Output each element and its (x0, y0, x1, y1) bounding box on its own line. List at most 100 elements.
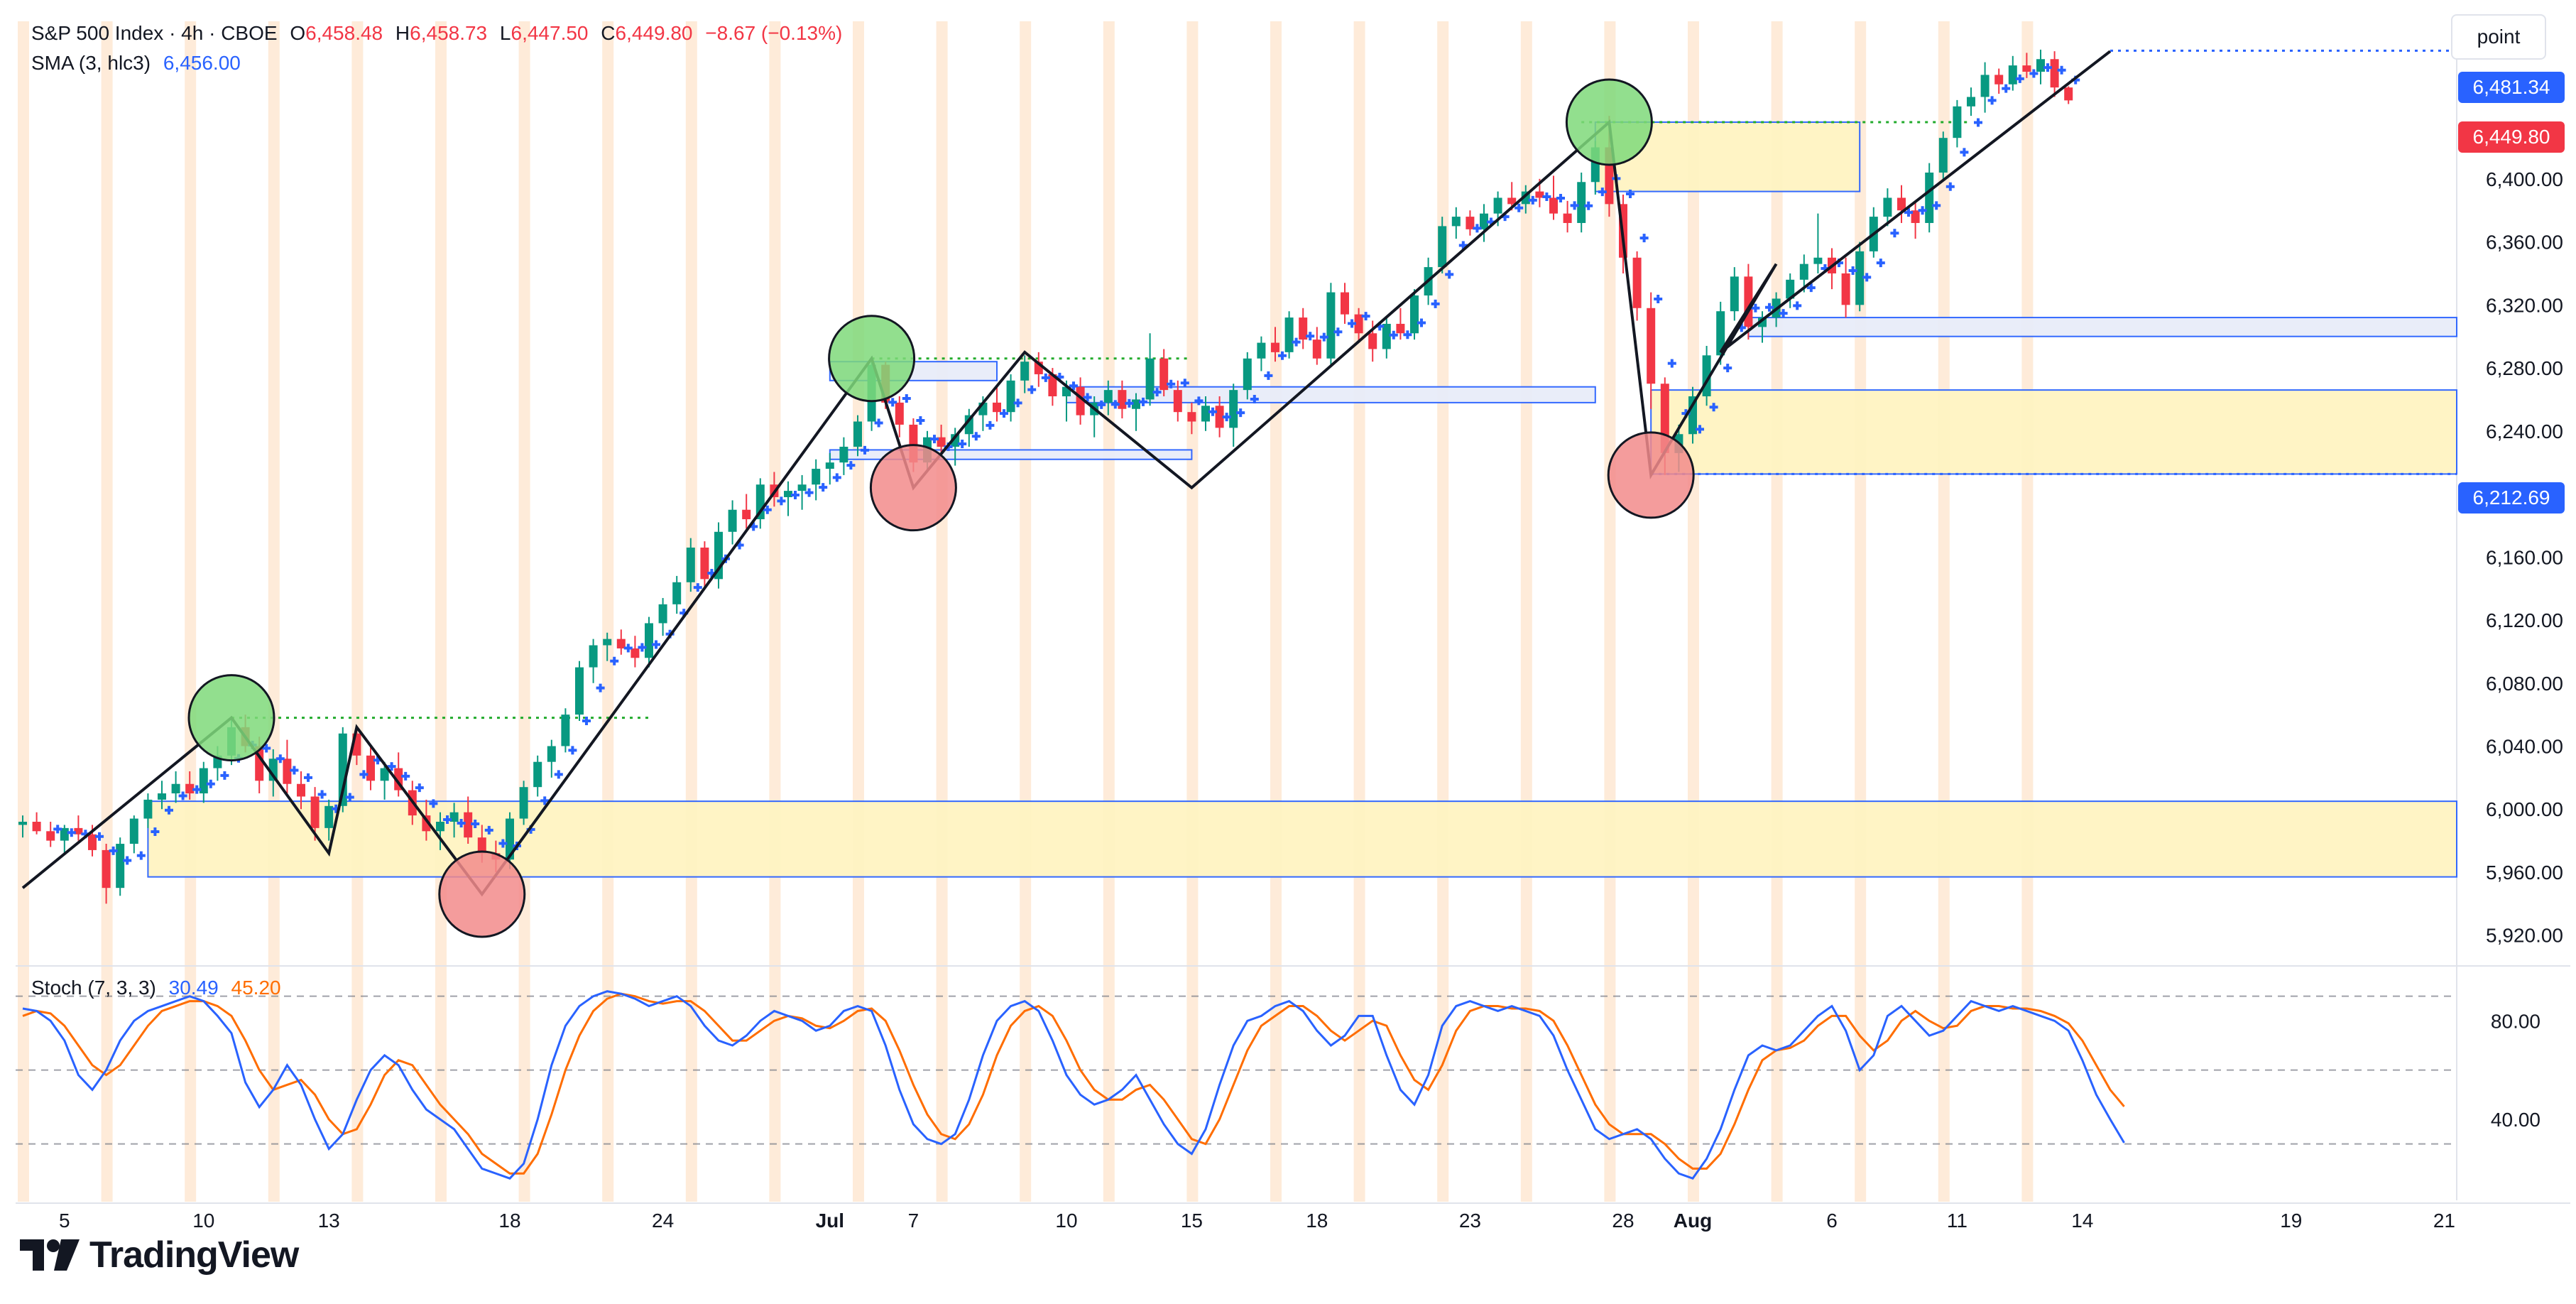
candle-body (700, 547, 709, 580)
sma-markers (53, 63, 2080, 865)
stoch-d-line (22, 992, 2125, 1175)
session-stripe (1186, 21, 1199, 1202)
time-tick-label: 6 (1826, 1210, 1838, 1232)
symbol-legend[interactable]: S&P 500 Index · 4h · CBOE O6,458.48 H6,4… (31, 21, 849, 45)
price-tick-label: 6,280.00 (2486, 357, 2563, 379)
sma-marker (109, 846, 118, 855)
sma-marker (1278, 351, 1287, 360)
sma-marker (1083, 393, 1092, 402)
sma-marker (471, 819, 480, 828)
session-stripe (602, 21, 614, 1202)
price-scale-mode-button[interactable]: point (2451, 14, 2546, 60)
candle-body (1563, 213, 1572, 223)
price-tick-label: 6,120.00 (2486, 609, 2563, 631)
price-tick-label: 5,960.00 (2486, 862, 2563, 884)
price-tick-label: 6,040.00 (2486, 736, 2563, 758)
sma-marker (930, 435, 939, 444)
sma-marker (1556, 193, 1565, 202)
candle-body (686, 547, 695, 582)
sma-marker (345, 793, 354, 802)
sma-marker (874, 418, 883, 428)
sma-marker (123, 856, 132, 865)
sma-legend[interactable]: SMA (3, hlc3) 6,456.00 (31, 51, 248, 75)
candle-body (1549, 197, 1558, 214)
candle-body (1020, 362, 1030, 381)
sma-marker (763, 505, 772, 514)
sma-marker (791, 491, 799, 500)
trough-circle (438, 850, 526, 938)
sma-marker (554, 770, 563, 779)
candle-body (18, 821, 27, 825)
candle-body (1159, 358, 1169, 391)
candle-body (1493, 197, 1502, 214)
sma-marker (206, 779, 215, 788)
session-stripe (769, 21, 781, 1202)
sma-marker (1027, 385, 1037, 394)
candle-body (366, 755, 375, 781)
candle-body (283, 759, 292, 784)
candle-body (1632, 257, 1642, 308)
stoch-label: Stoch (7, 3, 3) (31, 977, 156, 999)
sma-marker (1709, 403, 1718, 412)
candle-body (2064, 87, 2073, 101)
sma-marker (1751, 303, 1760, 313)
time-tick-label: 23 (1459, 1210, 1481, 1232)
session-stripe (1938, 21, 1950, 1202)
stoch-legend[interactable]: Stoch (7, 3, 3) 30.49 45.20 (31, 976, 288, 1000)
candle-body (1813, 257, 1823, 264)
session-stripe (518, 21, 530, 1202)
session-stripe (1353, 21, 1365, 1202)
candle-body (1132, 399, 1140, 409)
candle-body (1368, 333, 1377, 349)
time-tick-label: 18 (1306, 1210, 1328, 1232)
price-axis-labels: 6,400.00 6,360.00 6,320.00 6,280.00 6,240.00… (2486, 168, 2563, 947)
sma-marker (67, 828, 76, 837)
price-tag-low: 6,212.69 (2458, 482, 2565, 514)
sma-marker (1876, 259, 1885, 268)
sma-marker (1723, 364, 1732, 373)
stoch-k-value: 30.49 (168, 977, 219, 999)
open-label: O (290, 22, 306, 44)
candle-body (464, 812, 473, 838)
sma-value: 6,456.00 (163, 52, 241, 74)
sma-marker (1139, 397, 1147, 406)
sma-marker (804, 488, 814, 497)
sma-marker (359, 770, 369, 779)
candle-body (1341, 292, 1349, 315)
sma-marker (1974, 118, 1982, 127)
sma-marker (498, 839, 508, 848)
candle-body (1396, 323, 1405, 334)
low-value: 6,447.50 (511, 22, 589, 44)
time-tick-label: 19 (2280, 1210, 2302, 1232)
sma-marker (1806, 283, 1816, 293)
sma-marker (1667, 359, 1676, 368)
candle-body (46, 831, 55, 841)
candle-body (631, 648, 640, 658)
candle-body (1048, 374, 1057, 396)
sma-marker (275, 754, 285, 764)
candle-body (1716, 311, 1725, 356)
sma-marker (317, 790, 327, 799)
candle-body (1466, 217, 1475, 229)
time-tick-label: 28 (1612, 1210, 1634, 1232)
sma-marker (971, 432, 981, 441)
session-stripe (1103, 21, 1115, 1202)
candle-body (143, 799, 153, 819)
price-tick-label: 6,080.00 (2486, 673, 2563, 695)
session-stripe (351, 21, 364, 1202)
candle-body (1897, 197, 1906, 211)
candle-body (158, 793, 166, 800)
tradingview-logo-icon (20, 1239, 80, 1271)
sma-marker (192, 785, 202, 794)
price-tick-label: 6,320.00 (2486, 294, 2563, 316)
session-stripe (1604, 21, 1616, 1202)
sma-marker (2015, 74, 2024, 83)
sma-marker (568, 746, 577, 755)
sma-marker (1361, 312, 1370, 321)
tradingview-logo[interactable]: TradingView (20, 1230, 299, 1280)
stochastic-pane: 80.00 40.00 (16, 990, 2540, 1180)
stoch-tick-label: 40.00 (2491, 1109, 2540, 1131)
candle-body (812, 469, 821, 485)
candle-body (853, 421, 862, 447)
